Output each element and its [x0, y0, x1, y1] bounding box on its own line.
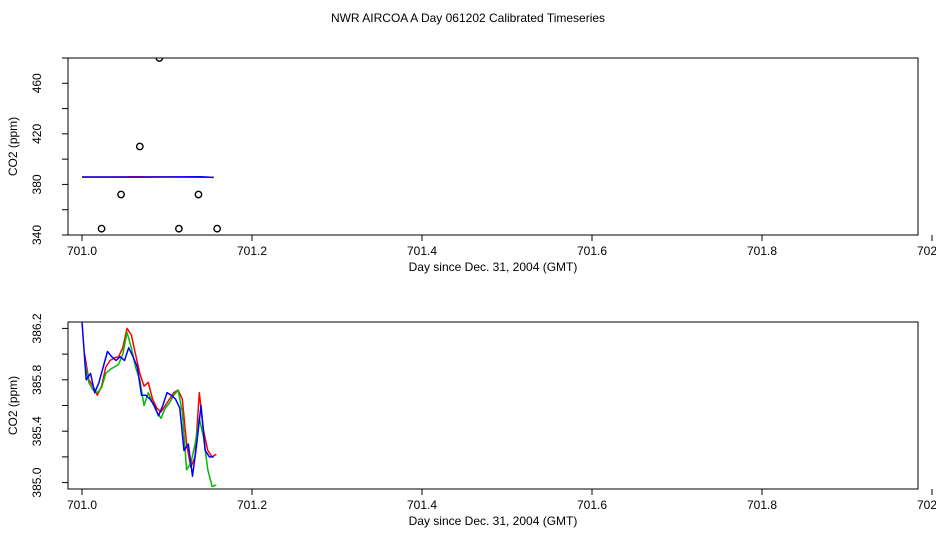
series-line	[81, 176, 214, 179]
data-point	[97, 224, 106, 233]
x-tick-label: 701.0	[67, 244, 97, 258]
data-point	[117, 190, 126, 199]
y-axis-label: CO2 (ppm)	[6, 376, 20, 435]
x-tick-label: 701.6	[577, 498, 607, 512]
data-point	[135, 142, 144, 151]
plot-frame	[67, 321, 919, 490]
x-tick-label: 701.2	[237, 498, 267, 512]
figure-title: NWR AIRCOA A Day 061202 Calibrated Times…	[331, 11, 605, 25]
plot-frame	[67, 57, 919, 236]
data-point	[194, 190, 203, 199]
x-tick-label: 701.4	[407, 498, 437, 512]
y-tick-label: 386.2	[30, 313, 44, 343]
y-tick-label: 380	[30, 174, 44, 194]
x-tick-label: 702.0	[917, 244, 936, 258]
data-layer	[81, 322, 217, 488]
x-tick-label: 701.8	[747, 498, 777, 512]
co2-line-panel: 701.0 701.2 701.4 701.6 701.8 702.0 385.0 385.4…	[6, 313, 936, 528]
series-line	[83, 331, 217, 488]
x-tick-label: 701.0	[67, 498, 97, 512]
y-tick-label: 420	[30, 124, 44, 144]
x-tick-label: 701.6	[577, 244, 607, 258]
y-tick-label: 460	[30, 73, 44, 93]
x-axis-label: Day since Dec. 31, 2004 (GMT)	[409, 514, 578, 528]
y-tick-label: 385.8	[30, 364, 44, 394]
series-line	[81, 322, 214, 477]
y-tick-label: 385.0	[30, 467, 44, 497]
x-tick-label: 701.4	[407, 244, 437, 258]
data-layer	[81, 58, 222, 233]
y-tick-label: 340	[30, 225, 44, 245]
x-tick-label: 701.2	[237, 244, 267, 258]
data-point	[213, 224, 222, 233]
co2-scatter-panel: 701.0 701.2 701.4 701.6 701.8 702.0 340 380 420 4…	[6, 57, 936, 274]
x-tick-label: 702.0	[917, 498, 936, 512]
y-axis-label: CO2 (ppm)	[6, 117, 20, 176]
x-tick-label: 701.8	[747, 244, 777, 258]
y-tick-label: 385.4	[30, 416, 44, 446]
data-point	[174, 224, 183, 233]
data-point	[155, 58, 164, 62]
x-axis-label: Day since Dec. 31, 2004 (GMT)	[409, 260, 578, 274]
